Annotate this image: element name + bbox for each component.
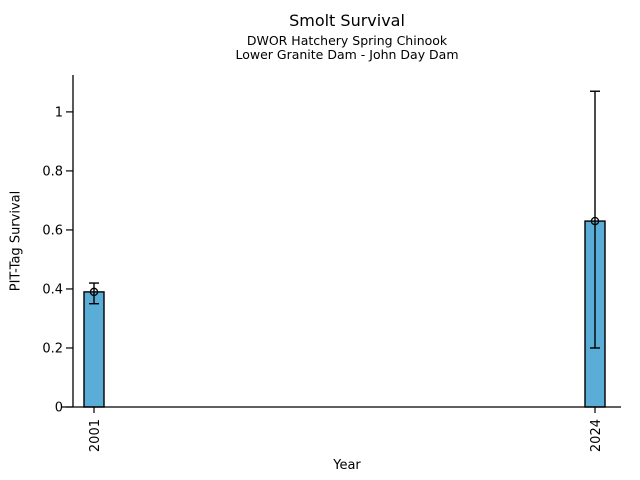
marker-2024 [590,216,600,226]
chart-title: Smolt Survival [289,11,405,30]
marker-2001 [89,287,99,297]
x-tick-label: 2024 [589,419,604,452]
chart-subtitle-line1: DWOR Hatchery Spring Chinook [246,33,448,48]
y-tick-label: 0.4 [42,282,63,297]
y-tick-label: 0.6 [42,223,63,238]
x-axis-label: Year [333,458,361,473]
x-tick-label: 2001 [88,419,103,452]
y-tick-label: 1 [55,105,63,120]
y-tick-label: 0.8 [42,164,63,179]
y-tick-label: 0 [55,401,63,416]
chart-subtitle-line2: Lower Granite Dam - John Day Dam [235,47,459,62]
bar-2001 [83,291,105,408]
y-tick-label: 0.2 [42,341,63,356]
